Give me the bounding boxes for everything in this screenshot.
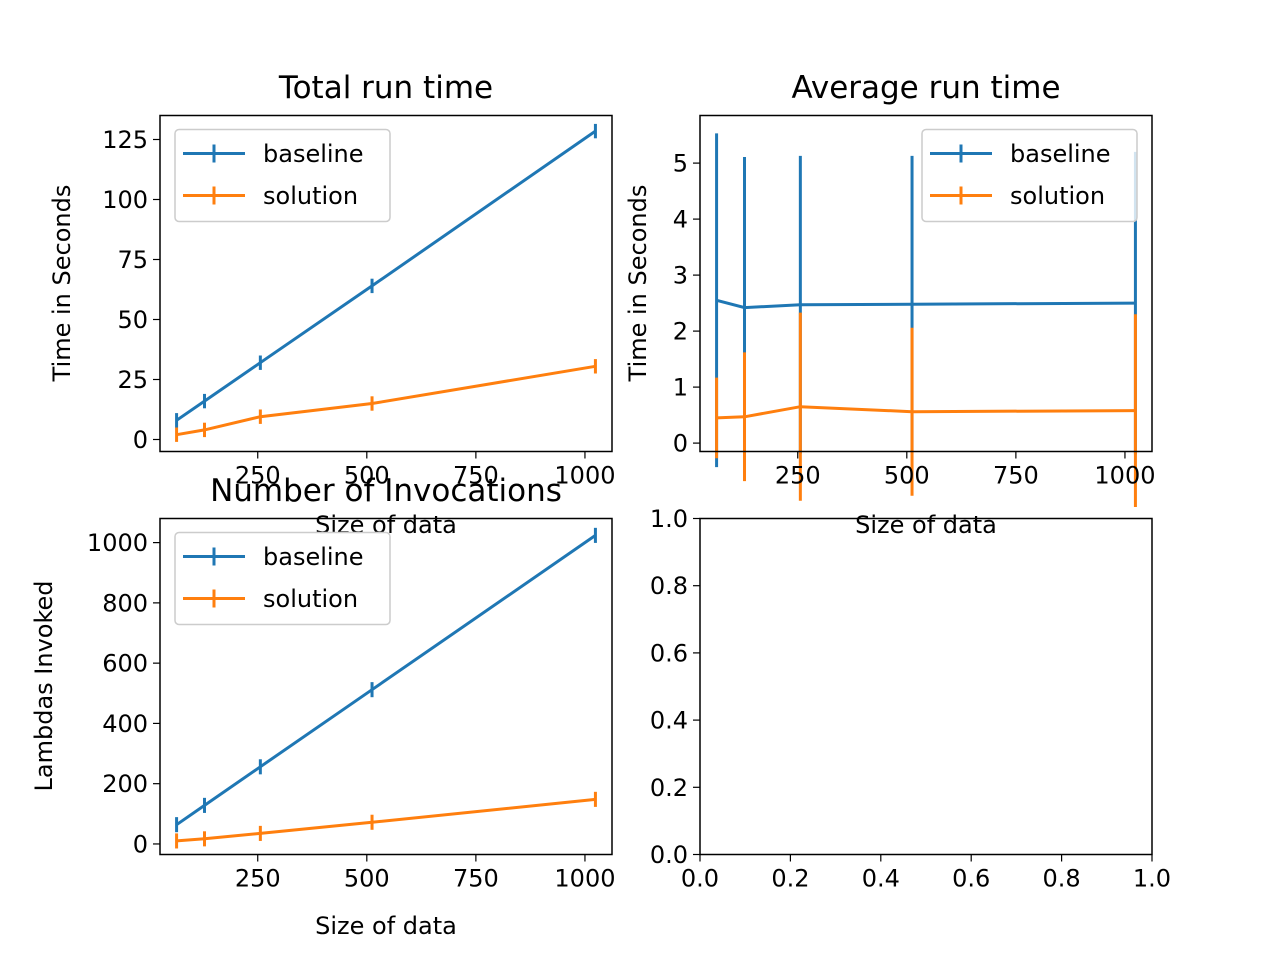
y-tick-label: 50 [117,306,148,334]
x-tick-label: 250 [775,462,821,490]
y-tick-label: 1000 [87,529,148,557]
y-axis-label: Lambdas Invoked [30,581,58,792]
y-tick-label: 1 [673,374,688,402]
axes-frame [159,517,613,856]
x-tick-label: 1.0 [1133,865,1171,893]
x-tick-label: 0.8 [1043,865,1081,893]
y-tick-label: 400 [102,710,148,738]
y-tick-label: 1.0 [650,505,688,533]
legend-label-solution: solution [1010,182,1105,210]
x-axis-label: Size of data [315,912,457,940]
y-tick-label: 0.4 [650,707,688,735]
y-tick-label: 4 [673,206,688,234]
x-tick-label: 500 [884,462,930,490]
y-tick-label: 75 [117,246,148,274]
y-axis-label: Time in Seconds [624,185,652,383]
y-tick-label: 0.2 [650,774,688,802]
y-tick-label: 100 [102,186,148,214]
y-tick-label: 600 [102,650,148,678]
legend-label-baseline: baseline [263,543,364,571]
y-tick-label: 800 [102,589,148,617]
y-tick-label: 0.8 [650,572,688,600]
y-tick-label: 0 [133,426,148,454]
axes-frame [159,114,613,453]
y-tick-label: 0 [673,430,688,458]
x-tick-label: 0.4 [862,865,900,893]
x-tick-label: 1000 [554,865,615,893]
x-tick-label: 500 [344,865,390,893]
chart-title: Number of Invocations [210,473,562,509]
y-tick-label: 2 [673,318,688,346]
y-axis-label: Time in Seconds [48,185,76,383]
legend-label-solution: solution [263,585,358,613]
chart-title: Total run time [278,70,493,106]
y-tick-label: 200 [102,770,148,798]
x-tick-label: 1000 [1094,462,1155,490]
chart-empty-axes: 0.0 0.2 0.4 0.6 0.8 1.0 0.0 0.2 0.4 0.6 0.8 1.0 [650,505,1171,893]
legend-label-baseline: baseline [263,140,364,168]
x-axis-label: Size of data [855,511,997,539]
x-tick-label: 0.6 [952,865,990,893]
chart-total-run-time: 250 500 750 1000 0 25 50 75 100 125 baseline solu… [48,70,615,539]
y-tick-label: 0.6 [650,639,688,667]
y-tick-label: 125 [102,126,148,154]
chart-title: Average run time [791,70,1060,106]
axes-frame [699,517,1153,856]
x-tick-label: 0.0 [681,865,719,893]
x-tick-label: 1000 [554,462,615,490]
axes-frame [699,114,1153,453]
x-tick-label: 750 [993,462,1039,490]
y-tick-label: 5 [673,150,688,178]
x-tick-label: 750 [453,462,499,490]
x-tick-label: 250 [235,865,281,893]
x-tick-label: 500 [344,462,390,490]
y-tick-label: 3 [673,262,688,290]
chart-average-run-time: 250 500 750 1000 0 1 2 3 4 5 baseline solution Av… [624,70,1155,539]
legend-label-solution: solution [263,182,358,210]
legend-label-baseline: baseline [1010,140,1111,168]
y-tick-label: 0 [133,830,148,858]
x-tick-label: 0.2 [771,865,809,893]
y-tick-label: 25 [117,366,148,394]
x-tick-label: 250 [235,462,281,490]
chart-number-of-invocations: 250 500 750 1000 0 200 400 600 800 1000 baseline… [30,473,615,940]
y-tick-label: 0.0 [650,841,688,869]
x-tick-label: 750 [453,865,499,893]
